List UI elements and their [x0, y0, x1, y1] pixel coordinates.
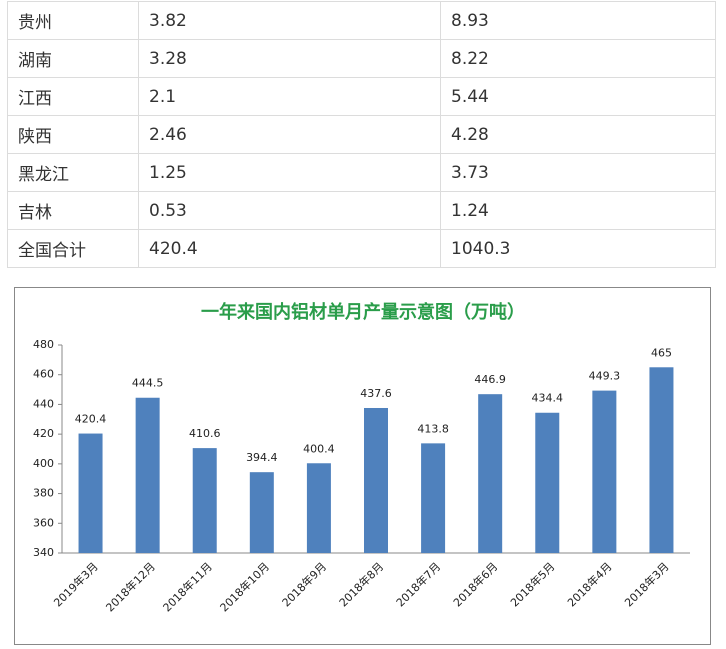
bar	[421, 443, 446, 553]
table-cell: 3.82	[138, 1, 441, 40]
table-cell: 贵州	[7, 1, 139, 40]
table-row: 江西 2.1 5.44	[7, 77, 716, 116]
table-row: 吉林 0.53 1.24	[7, 191, 716, 230]
table-cell: 0.53	[138, 191, 441, 230]
value-label: 434.4	[532, 392, 564, 405]
value-label: 446.9	[474, 373, 506, 386]
table-cell: 4.28	[440, 115, 716, 154]
bar	[592, 390, 617, 553]
bar	[535, 412, 560, 553]
table-cell: 2.46	[138, 115, 441, 154]
table-cell: 420.4	[138, 229, 441, 268]
y-tick-label: 400	[33, 457, 54, 470]
data-table: 贵州 3.82 8.93 湖南 3.28 8.22 江西 2.1 5.44 陕西 2.46 4.28 黑…	[7, 1, 716, 268]
table-cell: 8.22	[440, 39, 716, 78]
bar	[478, 394, 503, 553]
y-tick-label: 440	[33, 397, 54, 410]
table-cell: 2.1	[138, 77, 441, 116]
table-cell: 3.28	[138, 39, 441, 78]
value-label: 400.4	[303, 442, 335, 455]
chart-title: 一年来国内铝材单月产量示意图（万吨）	[201, 301, 525, 323]
value-label: 410.6	[189, 427, 221, 440]
table-cell: 8.93	[440, 1, 716, 40]
bar	[192, 448, 217, 553]
table-cell: 陕西	[7, 115, 139, 154]
bar	[306, 463, 331, 553]
value-label: 413.8	[417, 422, 449, 435]
value-label: 394.4	[246, 451, 278, 464]
chart: 一年来国内铝材单月产量示意图（万吨） 340 360 380 400 420 440 460…	[14, 287, 711, 645]
table-cell: 5.44	[440, 77, 716, 116]
table-cell: 1.24	[440, 191, 716, 230]
bar	[249, 472, 274, 553]
table-cell: 江西	[7, 77, 139, 116]
value-label: 437.6	[360, 387, 392, 400]
table-cell: 1.25	[138, 153, 441, 192]
bar	[135, 397, 160, 553]
table-cell: 湖南	[7, 39, 139, 78]
table-row: 湖南 3.28 8.22	[7, 39, 716, 78]
table-cell: 3.73	[440, 153, 716, 192]
table-cell: 全国合计	[7, 229, 139, 268]
value-label: 465	[651, 346, 672, 359]
table-cell: 吉林	[7, 191, 139, 230]
bar	[364, 407, 388, 553]
bar	[649, 367, 674, 553]
y-tick-label: 460	[33, 368, 54, 381]
value-label: 449.3	[589, 370, 621, 383]
table-cell: 1040.3	[440, 229, 716, 268]
bar	[78, 433, 103, 553]
table-row: 陕西 2.46 4.28	[7, 115, 716, 154]
table-row: 贵州 3.82 8.93	[7, 1, 716, 40]
y-tick-label: 360	[33, 516, 54, 529]
y-tick-label: 380	[33, 487, 54, 500]
y-tick-label: 480	[33, 338, 54, 351]
table-row: 黑龙江 1.25 3.73	[7, 153, 716, 192]
table-cell: 黑龙江	[7, 153, 139, 192]
y-tick-label: 340	[33, 546, 54, 559]
y-tick-label: 420	[33, 427, 54, 440]
table-row: 全国合计 420.4 1040.3	[7, 229, 716, 268]
value-label: 420.4	[75, 413, 107, 426]
value-label: 444.5	[132, 377, 164, 390]
